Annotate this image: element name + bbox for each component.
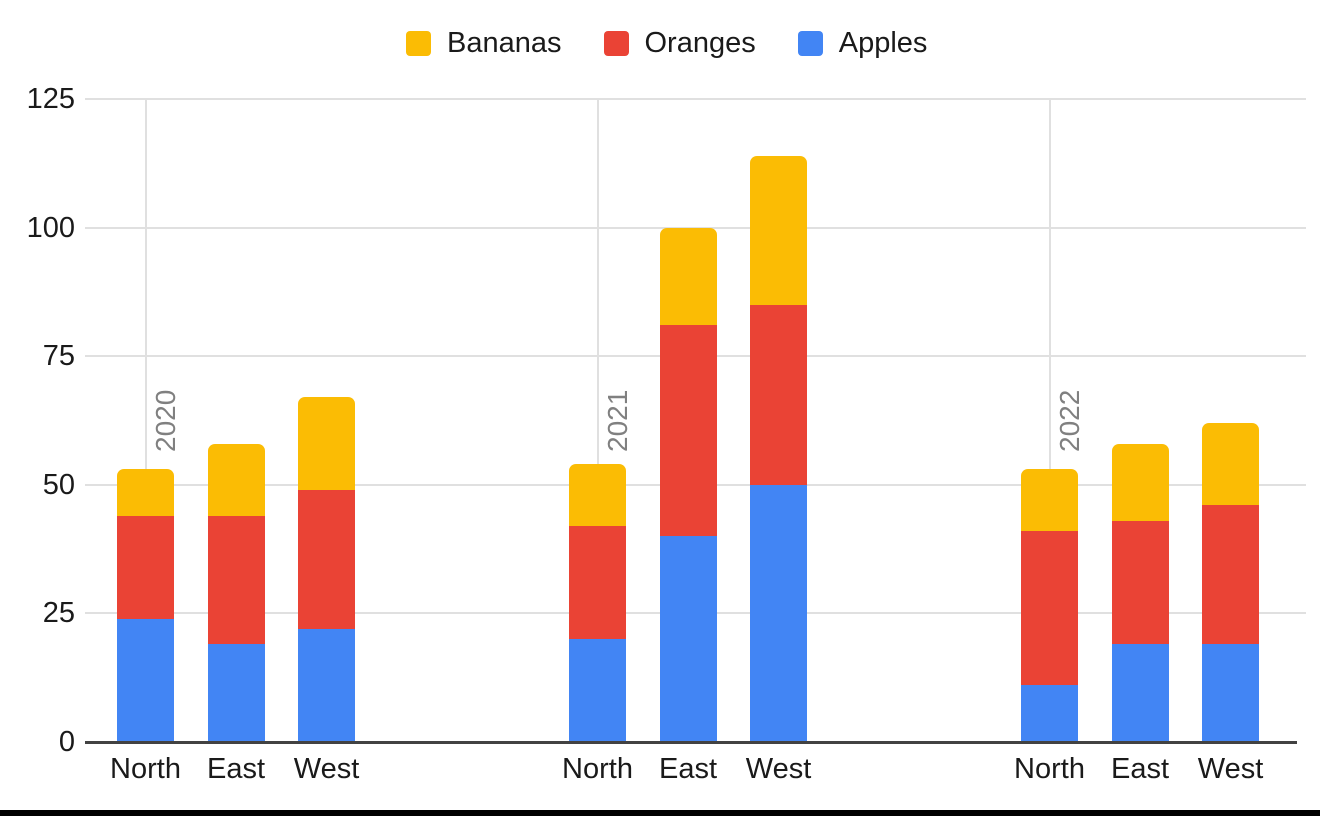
y-tick-label-100: 100 bbox=[26, 211, 75, 244]
x-label-2021-north: North bbox=[562, 753, 633, 785]
bar-segment-apples-2022-west[interactable] bbox=[1202, 644, 1259, 742]
vertical-gridline-2021 bbox=[596, 99, 599, 742]
x-label-2021-west: West bbox=[745, 753, 812, 785]
legend-swatch-bananas-icon bbox=[406, 30, 431, 56]
gridline-125 bbox=[85, 98, 1306, 100]
y-tick-label-50: 50 bbox=[42, 468, 75, 501]
y-tick-label-125: 125 bbox=[26, 83, 75, 115]
chart-legend: Bananas Oranges Apples bbox=[406, 27, 969, 59]
bar-segment-bananas-2021-west[interactable] bbox=[750, 155, 807, 305]
bar-segment-oranges-2020-north[interactable] bbox=[117, 515, 174, 619]
y-tick-label-25: 25 bbox=[42, 597, 75, 630]
bar-segment-bananas-2021-east[interactable] bbox=[659, 227, 717, 326]
y-tick-label-75: 75 bbox=[42, 340, 75, 373]
x-label-2022-north: North bbox=[1014, 753, 1085, 785]
legend-item-oranges[interactable]: Oranges bbox=[603, 27, 756, 59]
x-label-2020-north: North bbox=[110, 753, 181, 785]
bar-segment-bananas-2020-west[interactable] bbox=[298, 397, 355, 490]
bar-segment-bananas-2021-north[interactable] bbox=[569, 464, 626, 526]
x-label-2020-east: East bbox=[206, 753, 266, 785]
vertical-gridline-2020 bbox=[144, 99, 147, 742]
legend-item-apples[interactable]: Apples bbox=[797, 27, 928, 59]
bar-segment-apples-2020-west[interactable] bbox=[298, 628, 355, 742]
x-label-2022-east: East bbox=[1110, 753, 1170, 785]
year-label-2021: 2021 bbox=[601, 389, 633, 452]
year-label-2022: 2022 bbox=[1053, 389, 1085, 452]
legend-item-bananas[interactable]: Bananas bbox=[406, 27, 562, 59]
legend-label-oranges: Oranges bbox=[644, 27, 756, 59]
bar-segment-apples-2020-north[interactable] bbox=[117, 618, 174, 742]
legend-label-apples: Apples bbox=[838, 27, 928, 59]
x-label-2021-east: East bbox=[658, 753, 718, 785]
y-tick-label-0: 0 bbox=[58, 726, 75, 758]
bar-segment-oranges-2022-west[interactable] bbox=[1202, 505, 1259, 645]
bar-segment-oranges-2021-north[interactable] bbox=[569, 525, 626, 640]
bar-segment-bananas-2022-east[interactable] bbox=[1111, 443, 1169, 521]
bar-segment-apples-2021-north[interactable] bbox=[569, 639, 626, 742]
bar-segment-oranges-2020-east[interactable] bbox=[207, 515, 265, 645]
legend-swatch-apples-icon bbox=[797, 30, 823, 56]
bar-segment-apples-2022-north[interactable] bbox=[1021, 685, 1078, 742]
x-axis-line bbox=[85, 741, 1297, 744]
x-label-2022-west: West bbox=[1197, 753, 1264, 785]
legend-swatch-oranges-icon bbox=[603, 30, 629, 56]
bar-segment-bananas-2022-north[interactable] bbox=[1021, 469, 1078, 532]
bar-segment-apples-2021-east[interactable] bbox=[659, 536, 717, 742]
bottom-border-line bbox=[0, 810, 1320, 816]
bar-segment-oranges-2020-west[interactable] bbox=[298, 489, 355, 629]
bar-segment-oranges-2022-north[interactable] bbox=[1021, 531, 1078, 686]
bar-segment-bananas-2022-west[interactable] bbox=[1202, 423, 1259, 506]
year-label-2020: 2020 bbox=[149, 389, 181, 452]
bar-segment-apples-2022-east[interactable] bbox=[1111, 644, 1169, 742]
bar-segment-apples-2021-west[interactable] bbox=[750, 484, 807, 742]
bar-segment-oranges-2022-east[interactable] bbox=[1111, 520, 1169, 645]
bar-segment-oranges-2021-west[interactable] bbox=[750, 304, 807, 485]
legend-label-bananas: Bananas bbox=[447, 27, 562, 59]
x-label-2020-west: West bbox=[293, 753, 360, 785]
bar-segment-oranges-2021-east[interactable] bbox=[659, 325, 717, 537]
vertical-gridline-2022 bbox=[1048, 99, 1051, 742]
bar-segment-bananas-2020-north[interactable] bbox=[117, 469, 174, 516]
bar-segment-bananas-2020-east[interactable] bbox=[207, 443, 265, 516]
bar-segment-apples-2020-east[interactable] bbox=[207, 644, 265, 742]
